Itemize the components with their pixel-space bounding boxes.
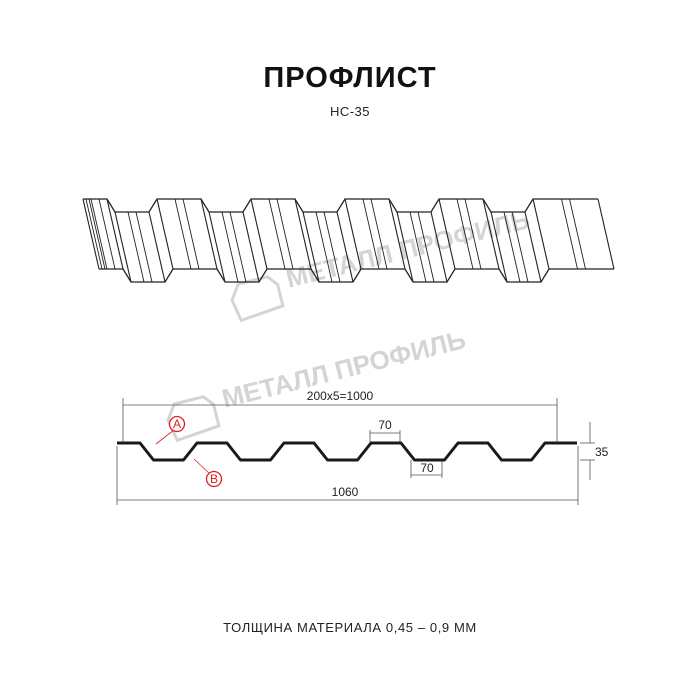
sheet-rib-line	[511, 211, 529, 283]
sheet-rib-line	[174, 198, 192, 270]
sheet-rib-line	[561, 198, 578, 270]
sheet-fold-line	[242, 211, 260, 283]
sheet-rib-line	[268, 198, 286, 270]
watermark-top: МЕТАЛЛ ПРОФИЛЬ	[230, 204, 533, 323]
sheet-rib-line	[456, 198, 474, 270]
sheet-fold-line	[430, 211, 448, 283]
sheet-front-edge	[83, 198, 598, 213]
svg-text:A: A	[173, 417, 181, 431]
sheet-edge-rib	[88, 198, 106, 270]
callout-b: B	[205, 470, 223, 488]
sheet-fold-line	[200, 198, 218, 270]
sheet-fold-line	[336, 211, 354, 283]
callout-a: A	[168, 415, 186, 433]
sheet-fold-line	[524, 211, 542, 283]
page-title: ПРОФЛИСТ	[263, 62, 437, 94]
sheet-rib-line	[362, 198, 380, 270]
sheet-rib-line	[323, 211, 341, 283]
dim-top-width: 70	[378, 418, 392, 432]
sheet-rib-line	[464, 198, 482, 270]
dim-total-width: 1060	[332, 485, 359, 499]
sheet-rib-line	[229, 211, 247, 283]
sheet-rib-line	[221, 211, 239, 283]
dim-bottom-width: 70	[420, 461, 434, 475]
sheet-fold-line	[294, 198, 312, 270]
sheet-rib-line	[503, 211, 521, 283]
sheet-fold-line	[388, 198, 406, 270]
sheet-fold-line	[148, 211, 166, 283]
model-name: НС-35	[329, 104, 371, 119]
sheet-3d-view	[82, 198, 615, 283]
sheet-fold-line	[106, 198, 124, 270]
sheet-fold-line	[438, 198, 456, 270]
dim-pitch: 200x5=1000	[307, 389, 374, 403]
sheet-rib-line	[98, 198, 116, 270]
sheet-rib-line	[135, 211, 153, 283]
material-thickness: ТОЛЩИНА МАТЕРИАЛА 0,45 – 0,9 ММ	[223, 620, 477, 635]
sheet-rib-line	[315, 211, 333, 283]
sheet-fold-line	[156, 198, 174, 270]
sheet-fold-line	[302, 211, 320, 283]
sheet-fold-line	[597, 198, 615, 270]
sheet-rib-line	[182, 198, 200, 270]
watermark-bottom: МЕТАЛЛ ПРОФИЛЬ	[166, 324, 469, 443]
sheet-fold-line	[532, 198, 550, 270]
sheet-rib-line	[276, 198, 294, 270]
watermark-text: МЕТАЛЛ ПРОФИЛЬ	[283, 204, 533, 294]
sheet-fold-line	[344, 198, 362, 270]
sheet-fold-line	[250, 198, 268, 270]
dim-height: 35	[595, 445, 609, 459]
sheet-fold-line	[114, 211, 132, 283]
sheet-fold-line	[482, 198, 500, 270]
sheet-rib-line	[409, 211, 427, 283]
sheet-fold-line	[208, 211, 226, 283]
sheet-fold-line	[82, 198, 100, 270]
sheet-rib-line	[370, 198, 388, 270]
dimension-lines	[116, 398, 595, 505]
profile-cross-section	[117, 441, 577, 462]
sheet-rib-line	[417, 211, 435, 283]
sheet-edge-rib	[85, 198, 103, 270]
sheet-fold-line	[396, 211, 414, 283]
sheet-rib-line	[569, 198, 586, 270]
sheet-rib-line	[127, 211, 145, 283]
sheet-rib-line	[90, 198, 108, 270]
sheet-back-edge	[99, 268, 614, 283]
svg-text:B: B	[210, 472, 218, 486]
sheet-fold-line	[490, 211, 508, 283]
